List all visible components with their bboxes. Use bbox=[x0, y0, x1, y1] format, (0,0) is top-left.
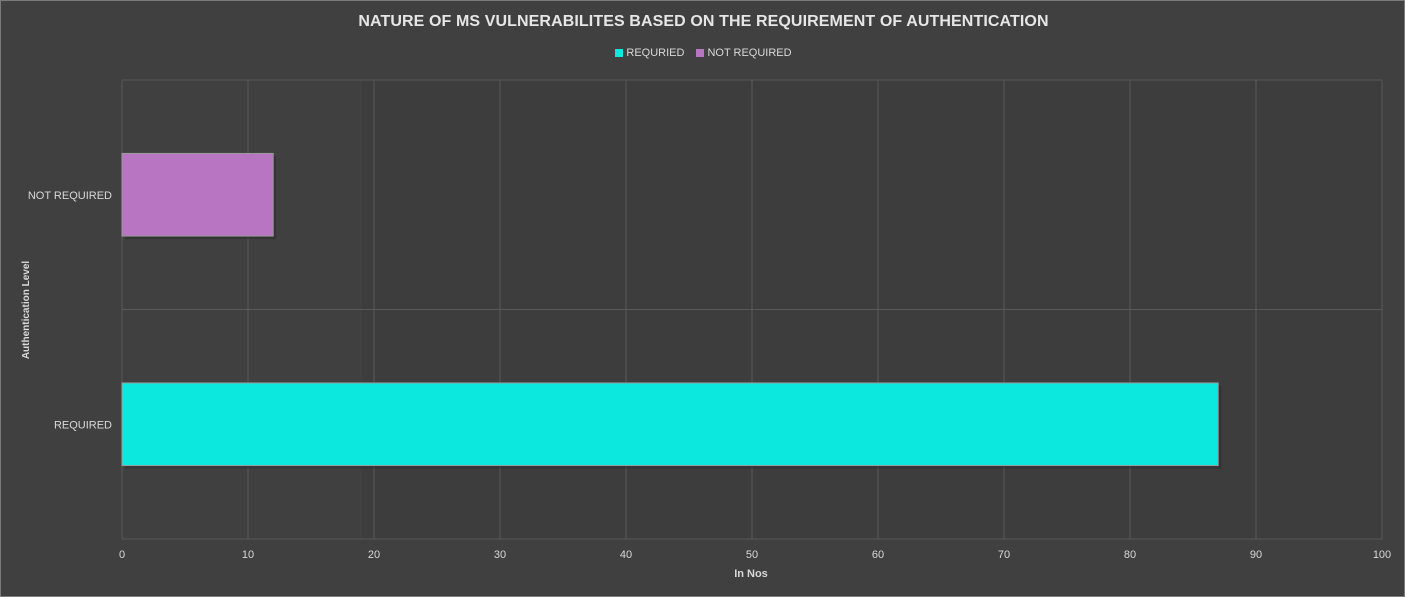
legend-swatch-not-required bbox=[696, 49, 705, 57]
legend-item-required: REQURIED bbox=[615, 47, 684, 59]
bar-required bbox=[121, 382, 1219, 467]
x-tick-label: 100 bbox=[1373, 549, 1391, 561]
chart-title: NATURE OF MS VULNERABILITES BASED ON THE… bbox=[358, 13, 1049, 30]
x-tick-label: 30 bbox=[494, 549, 506, 561]
legend-label-not-required: NOT REQUIRED bbox=[707, 47, 792, 59]
x-tick-label: 50 bbox=[746, 549, 758, 561]
y-tick-label: NOT REQUIRED bbox=[28, 190, 112, 202]
x-tick-label: 10 bbox=[242, 549, 254, 561]
x-tick-label: 80 bbox=[1124, 549, 1136, 561]
x-axis-label: In Nos bbox=[734, 568, 768, 580]
x-tick-label: 20 bbox=[368, 549, 380, 561]
legend-label-required: REQURIED bbox=[626, 47, 685, 59]
legend-swatch-required bbox=[615, 49, 624, 57]
legend: REQURIED NOT REQUIRED bbox=[1, 47, 1404, 59]
x-tick-label: 90 bbox=[1250, 549, 1262, 561]
x-tick-label: 0 bbox=[119, 549, 125, 561]
x-tick-label: 60 bbox=[872, 549, 884, 561]
legend-item-not-required: NOT REQUIRED bbox=[696, 47, 792, 59]
y-axis-label: Authentication Level bbox=[21, 261, 32, 360]
x-tick-label: 70 bbox=[998, 549, 1010, 561]
y-tick-label: REQUIRED bbox=[54, 419, 112, 431]
bar-not-required bbox=[121, 152, 274, 237]
x-tick-label: 40 bbox=[620, 549, 632, 561]
